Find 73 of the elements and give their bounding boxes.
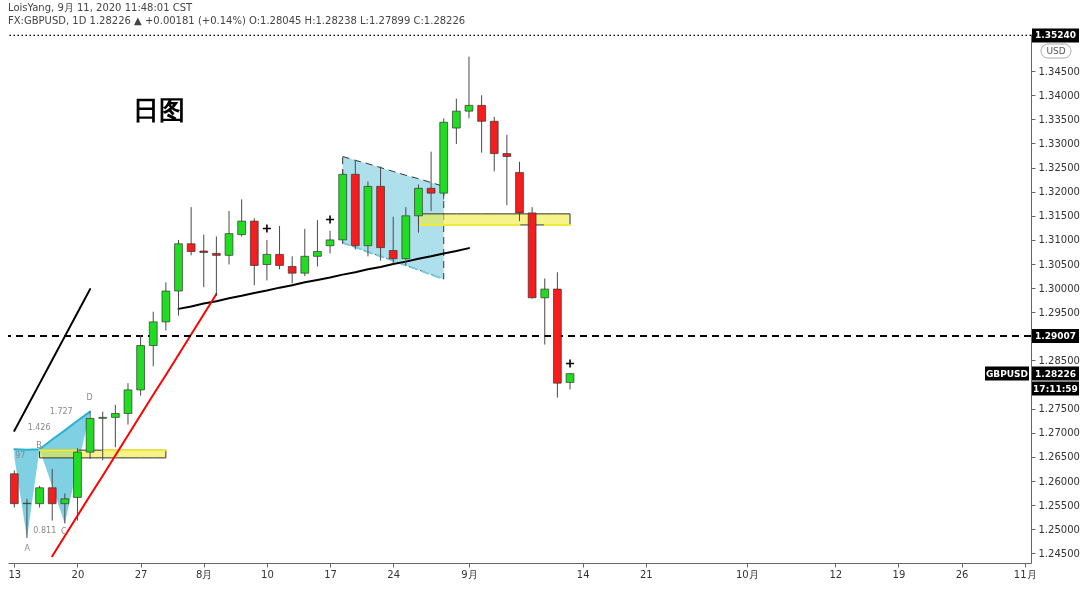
candlestick xyxy=(237,198,246,238)
y-tick-label: 1.25500 xyxy=(1038,499,1080,511)
x-tick-label: 24 xyxy=(387,568,401,580)
y-tick-label: 1.27500 xyxy=(1038,403,1080,415)
x-tick-label: 17 xyxy=(324,568,337,580)
candlestick xyxy=(262,239,272,281)
y-tick-label: 1.34500 xyxy=(1038,65,1080,77)
y-tick-label: 1.30500 xyxy=(1038,258,1080,270)
x-tick-label: 8月 xyxy=(196,568,213,580)
y-tick-label: 1.24500 xyxy=(1038,547,1080,559)
x-tick-label: 9月 xyxy=(461,568,478,580)
candlestick xyxy=(123,382,133,426)
y-tick-label: 1.29500 xyxy=(1038,306,1080,318)
y-tick-label: 1.28500 xyxy=(1038,354,1080,366)
x-tick-label: 14 xyxy=(576,568,590,580)
x-tick-label: 19 xyxy=(892,568,906,580)
annotation: D xyxy=(86,393,93,403)
y-tick-label: 1.31500 xyxy=(1038,210,1080,222)
candlestick xyxy=(540,277,550,346)
candlestick xyxy=(464,56,474,119)
candlestick xyxy=(325,230,335,254)
candlestick xyxy=(199,234,209,288)
candlestick xyxy=(313,219,322,267)
candlestick xyxy=(98,411,107,461)
candlestick xyxy=(452,98,461,145)
x-tick-label: 10 xyxy=(261,568,274,580)
candlestick xyxy=(426,151,436,212)
annotation: 1.727 xyxy=(49,406,73,416)
x-tick-label: 27 xyxy=(134,568,148,580)
y-tick-label: 1.33500 xyxy=(1038,113,1080,125)
annotation: 0.811 xyxy=(33,526,57,536)
y-tick-label: 1.25000 xyxy=(1038,523,1080,535)
y-tick-label: 1.30000 xyxy=(1038,282,1080,294)
y-tick-label: 1.32000 xyxy=(1038,186,1080,198)
candlestick xyxy=(300,228,310,277)
x-tick-label: 10月 xyxy=(735,568,759,580)
annotation: 日图 xyxy=(133,95,186,126)
y-tick-label: 1.34000 xyxy=(1038,89,1080,101)
candlestick xyxy=(111,404,120,448)
candlestick xyxy=(388,216,398,265)
y-tick-label: 1.26000 xyxy=(1038,475,1080,487)
annotation: C xyxy=(60,527,67,537)
candlestick xyxy=(224,210,234,265)
y-tick-label: 1.33000 xyxy=(1038,137,1080,149)
candlestick xyxy=(275,225,284,270)
x-tick-label: 13 xyxy=(8,568,22,580)
candlestick xyxy=(148,311,158,367)
candlestick xyxy=(35,485,44,509)
annotation: 1.426 xyxy=(27,423,51,433)
x-tick-label: 21 xyxy=(639,568,653,580)
x-tick-label: 12 xyxy=(829,568,843,580)
candlestick xyxy=(60,493,70,524)
annotation: B xyxy=(36,441,42,451)
chart-subtitle: FX:GBPUSD, 1D 1.28226 ▲ +0.00181 (+0.14%) O:1.28045 H:1.28238 L:1.27899 C:1.28226 xyxy=(8,15,466,27)
x-tick-label: 20 xyxy=(71,568,85,580)
annotation: 97 xyxy=(15,450,26,460)
candlestick xyxy=(212,236,221,297)
x-tick-label: 26 xyxy=(955,568,969,580)
annotation: A xyxy=(24,544,31,554)
line-series xyxy=(177,247,470,310)
candlestick xyxy=(477,94,486,154)
y-tick-label: 1.31000 xyxy=(1038,234,1080,246)
y-tick-label: 1.27000 xyxy=(1038,427,1080,439)
candlestick xyxy=(502,134,512,206)
candlestick xyxy=(47,468,57,522)
candlestick xyxy=(22,498,32,539)
y-tick-label: 1.26500 xyxy=(1038,451,1080,463)
candlestick xyxy=(186,206,196,256)
chart-title: LoisYang, 9月 11, 2020 11:48:01 CST xyxy=(8,2,194,14)
y-tick-label: 1.32500 xyxy=(1038,162,1080,174)
text: USD xyxy=(1046,46,1066,56)
x-tick-label: 11月 xyxy=(1013,568,1037,580)
candlestick xyxy=(287,255,297,284)
